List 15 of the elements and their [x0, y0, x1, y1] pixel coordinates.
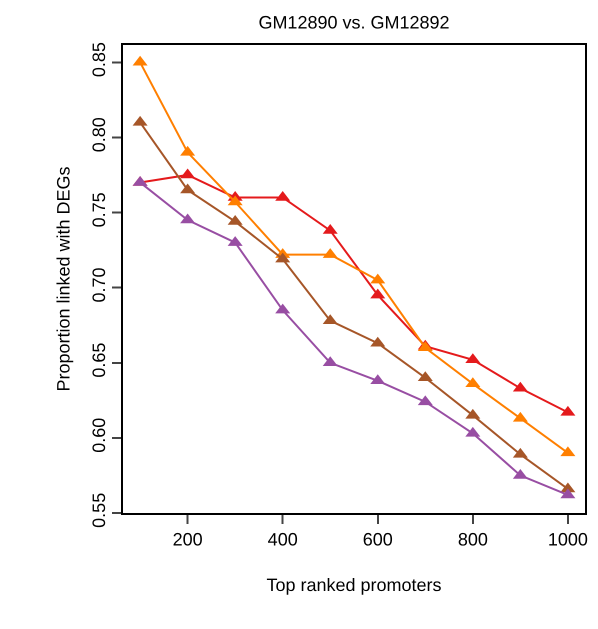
y-tick-label: 0.80: [88, 117, 109, 152]
x-tick-label: 400: [268, 530, 298, 550]
y-tick-label: 0.75: [88, 192, 109, 228]
y-axis-title: Proportion linked with DEGs: [54, 166, 74, 392]
y-tick-label: 0.60: [88, 418, 109, 453]
y-tick-label: 0.65: [88, 342, 109, 378]
x-tick-label: 600: [362, 530, 393, 550]
x-tick-label: 1000: [548, 530, 588, 550]
x-tick-label: 800: [458, 530, 488, 550]
x-tick-label: 200: [172, 530, 203, 550]
chart-title: GM12890 vs. GM12892: [258, 12, 450, 32]
y-tick-label: 0.70: [88, 267, 109, 302]
x-axis-title: Top ranked promoters: [266, 575, 442, 596]
y-tick-label: 0.55: [88, 492, 109, 528]
y-tick-label: 0.85: [88, 42, 109, 78]
